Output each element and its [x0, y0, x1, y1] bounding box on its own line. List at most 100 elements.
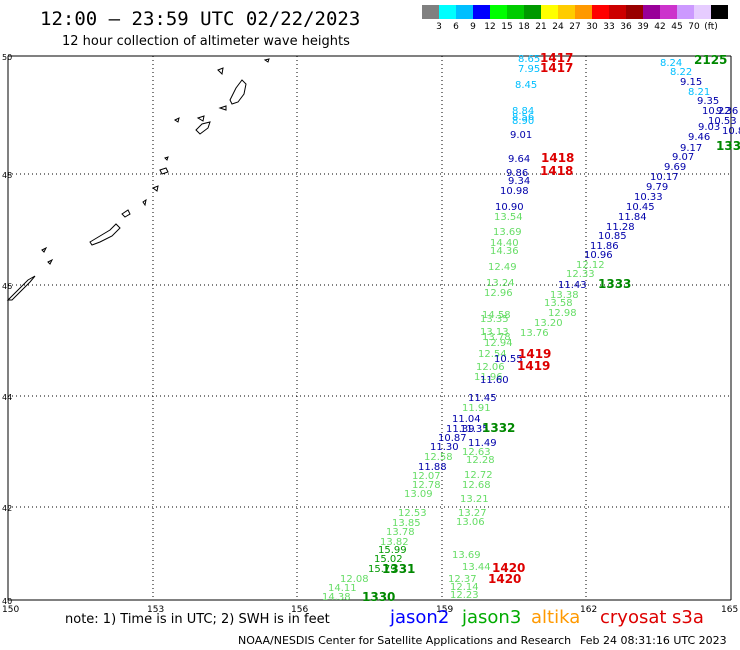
pass-time-label: 1418	[540, 164, 573, 178]
swh-reading: 11.28	[606, 222, 635, 233]
swh-reading: 13.58	[544, 298, 573, 309]
latitude-label: 42	[2, 504, 12, 513]
longitude-label: 162	[580, 605, 597, 615]
swh-reading: 14.40	[490, 238, 519, 249]
satellite-cryosat: cryosat	[600, 607, 667, 628]
swh-reading: 13.54	[494, 212, 523, 223]
swh-reading: 8.65	[518, 54, 540, 65]
swh-reading: 8.22	[670, 67, 692, 78]
swh-reading: 12.06	[476, 362, 505, 373]
scale-label: 45	[671, 22, 683, 32]
swh-reading: 13.82	[380, 537, 409, 548]
swh-reading: 11.30	[430, 442, 459, 453]
scale-label: 12	[484, 22, 496, 32]
swh-reading: 9.07	[672, 152, 694, 163]
swh-reading: 11.39	[446, 424, 475, 435]
swh-reading: 11.04	[452, 414, 481, 425]
swh-reading: 11.96	[474, 372, 503, 383]
swh-reading: 12.58	[424, 452, 453, 463]
swh-reading: 13.78	[386, 527, 415, 538]
latitude-label: 44	[2, 393, 12, 402]
pass-time-label: 1330	[362, 590, 395, 604]
swh-reading: 10.22	[702, 106, 731, 117]
swh-reading: 9.69	[664, 162, 686, 173]
swh-reading: 9.35	[697, 96, 719, 107]
swh-reading: 9.03	[698, 122, 720, 133]
swh-reading: 13.85	[392, 518, 421, 529]
swh-reading: 9.64	[508, 154, 530, 165]
scale-label: 30	[586, 22, 598, 32]
swh-reading: 15.99	[378, 545, 407, 556]
swh-reading: 15.79	[368, 564, 397, 575]
scale-swatch	[711, 5, 728, 19]
pass-time-label: 1333	[598, 277, 631, 291]
swh-reading: 13.78	[482, 332, 511, 343]
swh-reading: 10.8	[722, 126, 740, 137]
swh-reading: 9.36	[716, 106, 738, 117]
swh-reading: 10.53	[708, 116, 737, 127]
swh-reading: 12.78	[412, 480, 441, 491]
swh-reading: 12.72	[464, 470, 493, 481]
swh-reading: 11.91	[462, 403, 491, 414]
swh-reading: 9.01	[510, 130, 532, 141]
swh-reading: 11.88	[418, 462, 447, 473]
scale-label: 18	[518, 22, 530, 32]
scale-label: (ft)	[704, 22, 718, 32]
wave-height-readings: 8.657.95 8.45 8.848.568.90 9.01 9.64 9.869.34…	[322, 54, 740, 603]
swh-reading: 9.79	[646, 182, 668, 193]
swh-reading: 12.14	[450, 582, 479, 593]
swh-reading: 11.49	[468, 438, 497, 449]
swh-reading: 8.21	[688, 87, 710, 98]
scale-swatch	[439, 5, 456, 19]
axis-labels: 150 153 156 159 162 165 50 48 46 44 42 40	[2, 53, 738, 615]
scale-label: 3	[436, 22, 442, 32]
scale-swatch	[677, 5, 694, 19]
scale-label: 9	[470, 22, 476, 32]
swh-reading: 13.09	[404, 489, 433, 500]
scale-swatch	[507, 5, 524, 19]
map-grid	[7, 55, 732, 601]
longitude-label: 150	[2, 605, 19, 615]
swh-reading: 7.95	[518, 64, 540, 75]
swh-reading: 13.13	[480, 327, 509, 338]
swh-reading: 12.54	[478, 349, 507, 360]
swh-reading: 10.90	[495, 202, 524, 213]
swh-reading: 12.33	[566, 269, 595, 280]
pass-time-label: 1419	[518, 347, 551, 361]
swh-reading: 10.33	[634, 192, 663, 203]
swh-reading: 9.17	[680, 143, 702, 154]
swh-reading: 11.60	[480, 375, 509, 386]
latitude-label: 48	[2, 171, 12, 180]
satellite-jason2: jason2	[390, 607, 450, 628]
scale-label: 15	[501, 22, 513, 32]
swh-reading: 13.38	[550, 290, 579, 301]
swh-reading: 14.38	[322, 592, 351, 603]
swh-reading: 12.12	[576, 260, 605, 271]
pass-time-label: 1418	[541, 151, 574, 165]
swh-reading: 12.23	[450, 590, 479, 601]
scale-swatch	[524, 5, 541, 19]
swh-reading: 11.84	[618, 212, 647, 223]
scale-label: 21	[535, 22, 547, 32]
scale-label: 6	[453, 22, 459, 32]
swh-reading: 13.20	[534, 318, 563, 329]
pass-time-label: 1331	[382, 562, 415, 576]
swh-reading: 10.87	[438, 433, 467, 444]
swh-reading: 13.69	[452, 550, 481, 561]
scale-swatch	[456, 5, 473, 19]
swh-reading: 10.85	[598, 231, 627, 242]
scale-swatch	[694, 5, 711, 19]
swh-reading: 12.53	[398, 508, 427, 519]
scale-swatch	[626, 5, 643, 19]
swh-reading: 10.96	[584, 250, 613, 261]
longitude-label: 159	[436, 605, 453, 615]
pass-time-label: 1417	[540, 61, 573, 75]
swh-reading: 14.11	[328, 583, 357, 594]
scale-label: 24	[552, 22, 564, 32]
longitude-label: 165	[721, 605, 738, 615]
swh-reading: 12.68	[462, 480, 491, 491]
swh-reading: 10.17	[650, 172, 679, 183]
swh-reading: 12.63	[462, 447, 491, 458]
swh-reading: 12.37	[448, 574, 477, 585]
swh-reading: 13.27	[458, 508, 487, 519]
